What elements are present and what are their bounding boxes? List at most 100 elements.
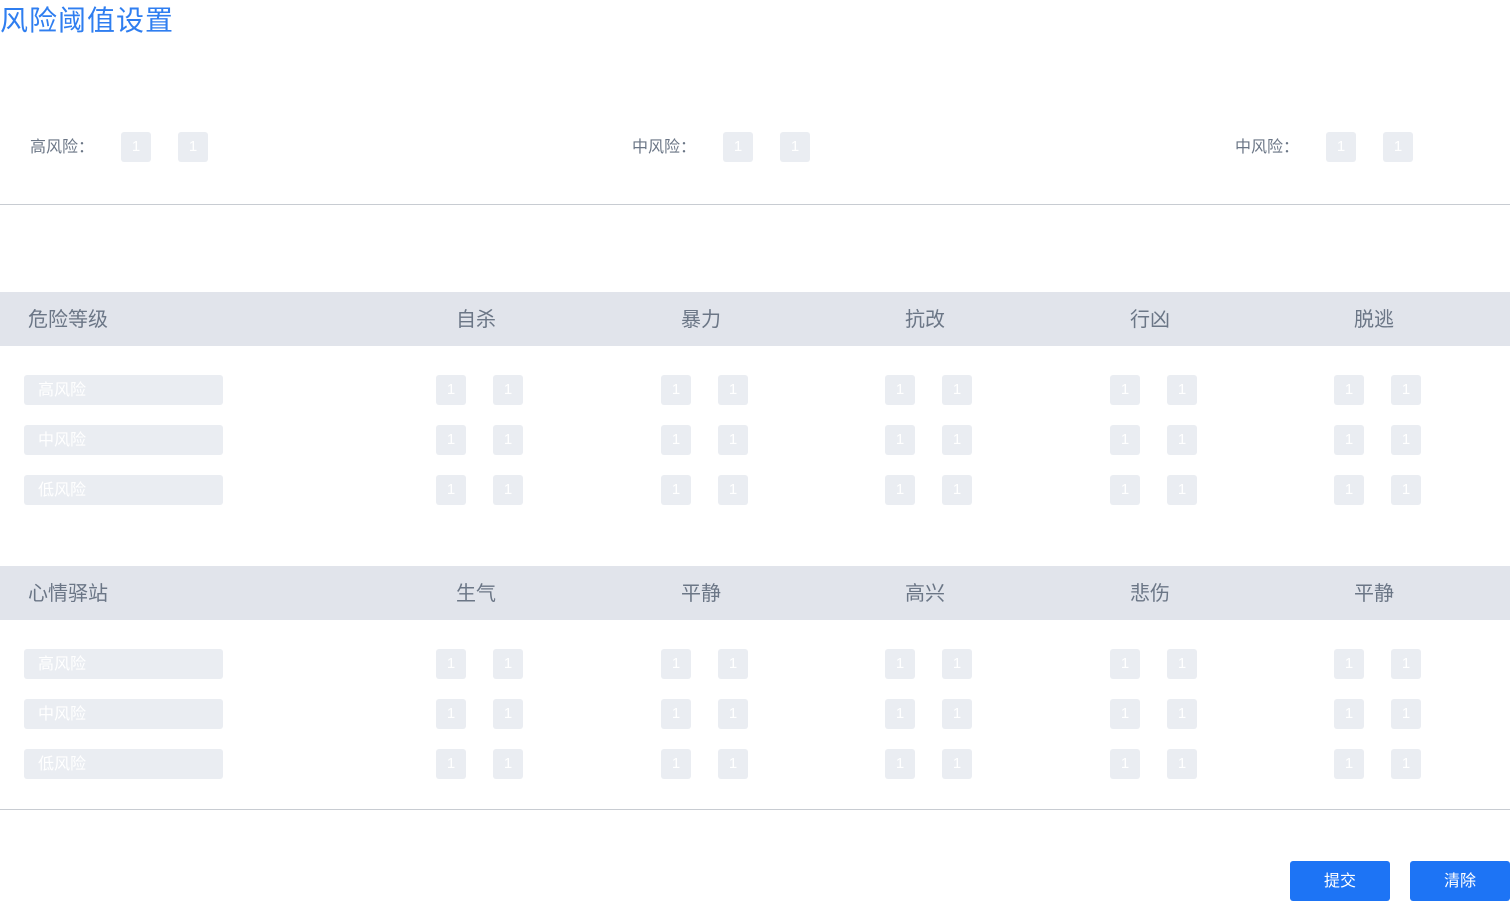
threshold-max-input[interactable]: 1 (493, 375, 523, 405)
threshold-max-input[interactable]: 1 (1167, 375, 1197, 405)
table-header: 心情驿站 生气 平静 高兴 悲伤 平静 (0, 566, 1510, 620)
threshold-min-input[interactable]: 1 (1334, 475, 1364, 505)
threshold-min-input[interactable]: 1 (1334, 425, 1364, 455)
threshold-min-input[interactable]: 1 (1110, 375, 1140, 405)
threshold-max-input[interactable]: 1 (718, 699, 748, 729)
threshold-max-input[interactable]: 1 (718, 749, 748, 779)
threshold-max-input[interactable]: 1 (1391, 425, 1421, 455)
table-header: 危险等级 自杀 暴力 抗改 行凶 脱逃 (0, 292, 1510, 346)
threshold-max-input[interactable]: 1 (493, 425, 523, 455)
threshold-min-input[interactable]: 1 (885, 699, 915, 729)
threshold-min-input[interactable]: 1 (661, 475, 691, 505)
threshold-max-input[interactable]: 1 (493, 699, 523, 729)
threshold-max-input[interactable]: 1 (942, 375, 972, 405)
threshold-max-input[interactable]: 1 (942, 749, 972, 779)
threshold-min-input[interactable]: 1 (661, 649, 691, 679)
threshold-max-input[interactable]: 1 (1383, 132, 1413, 162)
threshold-min-input[interactable]: 1 (121, 132, 151, 162)
threshold-max-input[interactable]: 1 (1167, 649, 1197, 679)
column-header: 自杀 (456, 307, 496, 331)
risk-level-field[interactable]: 高风险 (24, 649, 223, 679)
threshold-max-input[interactable]: 1 (1167, 475, 1197, 505)
threshold-max-input[interactable]: 1 (942, 699, 972, 729)
threshold-max-input[interactable]: 1 (178, 132, 208, 162)
threshold-min-input[interactable]: 1 (1334, 749, 1364, 779)
threshold-min-input[interactable]: 1 (885, 425, 915, 455)
threshold-min-input[interactable]: 1 (1326, 132, 1356, 162)
threshold-max-input[interactable]: 1 (1391, 649, 1421, 679)
threshold-min-input[interactable]: 1 (1110, 475, 1140, 505)
threshold-min-input[interactable]: 1 (1110, 425, 1140, 455)
threshold-min-input[interactable]: 1 (885, 649, 915, 679)
threshold-max-input[interactable]: 1 (493, 649, 523, 679)
column-header: 平静 (681, 581, 721, 605)
threshold-max-input[interactable]: 1 (1391, 475, 1421, 505)
threshold-min-input[interactable]: 1 (661, 699, 691, 729)
table-row: 中风险 1 1 1 1 1 1 1 1 1 1 (0, 425, 1510, 455)
threshold-min-input[interactable]: 1 (1110, 649, 1140, 679)
threshold-max-input[interactable]: 1 (1167, 425, 1197, 455)
threshold-min-input[interactable]: 1 (1110, 749, 1140, 779)
threshold-min-input[interactable]: 1 (661, 749, 691, 779)
table-row: 低风险 1 1 1 1 1 1 1 1 1 1 (0, 475, 1510, 505)
threshold-min-input[interactable]: 1 (1334, 699, 1364, 729)
threshold-min-input[interactable]: 1 (436, 475, 466, 505)
risk-level-field[interactable]: 中风险 (24, 425, 223, 455)
risk-level-field[interactable]: 高风险 (24, 375, 223, 405)
threshold-max-input[interactable]: 1 (493, 475, 523, 505)
overall-label: 中风险： (1235, 137, 1300, 156)
column-header: 行凶 (1130, 307, 1170, 331)
threshold-min-input[interactable]: 1 (436, 649, 466, 679)
threshold-max-input[interactable]: 1 (1167, 749, 1197, 779)
threshold-min-input[interactable]: 1 (661, 425, 691, 455)
threshold-max-input[interactable]: 1 (1391, 375, 1421, 405)
overall-high: 高风险： 1 1 (30, 132, 208, 162)
threshold-min-input[interactable]: 1 (436, 375, 466, 405)
threshold-max-input[interactable]: 1 (1391, 699, 1421, 729)
threshold-max-input[interactable]: 1 (718, 649, 748, 679)
threshold-max-input[interactable]: 1 (493, 749, 523, 779)
threshold-max-input[interactable]: 1 (1167, 699, 1197, 729)
threshold-max-input[interactable]: 1 (718, 475, 748, 505)
table-header-title: 危险等级 (28, 307, 108, 331)
table-header-title: 心情驿站 (28, 581, 108, 605)
threshold-max-input[interactable]: 1 (942, 649, 972, 679)
overall-label: 高风险： (30, 137, 95, 156)
threshold-min-input[interactable]: 1 (885, 475, 915, 505)
threshold-max-input[interactable]: 1 (718, 425, 748, 455)
threshold-min-input[interactable]: 1 (661, 375, 691, 405)
divider (0, 809, 1510, 810)
threshold-min-input[interactable]: 1 (723, 132, 753, 162)
threshold-min-input[interactable]: 1 (436, 749, 466, 779)
table-row: 中风险 1 1 1 1 1 1 1 1 1 1 (0, 699, 1510, 729)
threshold-max-input[interactable]: 1 (718, 375, 748, 405)
threshold-min-input[interactable]: 1 (885, 749, 915, 779)
threshold-min-input[interactable]: 1 (1334, 375, 1364, 405)
threshold-min-input[interactable]: 1 (885, 375, 915, 405)
threshold-min-input[interactable]: 1 (1110, 699, 1140, 729)
overall-thresholds: 高风险： 1 1 中风险： 1 1 中风险： 1 1 (0, 132, 1510, 162)
threshold-max-input[interactable]: 1 (942, 425, 972, 455)
threshold-max-input[interactable]: 1 (780, 132, 810, 162)
threshold-max-input[interactable]: 1 (1391, 749, 1421, 779)
threshold-pair: 1 1 (723, 132, 810, 162)
risk-level-field[interactable]: 中风险 (24, 699, 223, 729)
table-row: 高风险 1 1 1 1 1 1 1 1 1 1 (0, 649, 1510, 679)
risk-level-field[interactable]: 低风险 (24, 475, 223, 505)
threshold-min-input[interactable]: 1 (1334, 649, 1364, 679)
risk-level-field[interactable]: 低风险 (24, 749, 223, 779)
threshold-min-input[interactable]: 1 (436, 425, 466, 455)
threshold-max-input[interactable]: 1 (942, 475, 972, 505)
threshold-min-input[interactable]: 1 (436, 699, 466, 729)
submit-button[interactable]: 提交 (1290, 861, 1390, 901)
clear-button[interactable]: 清除 (1410, 861, 1510, 901)
